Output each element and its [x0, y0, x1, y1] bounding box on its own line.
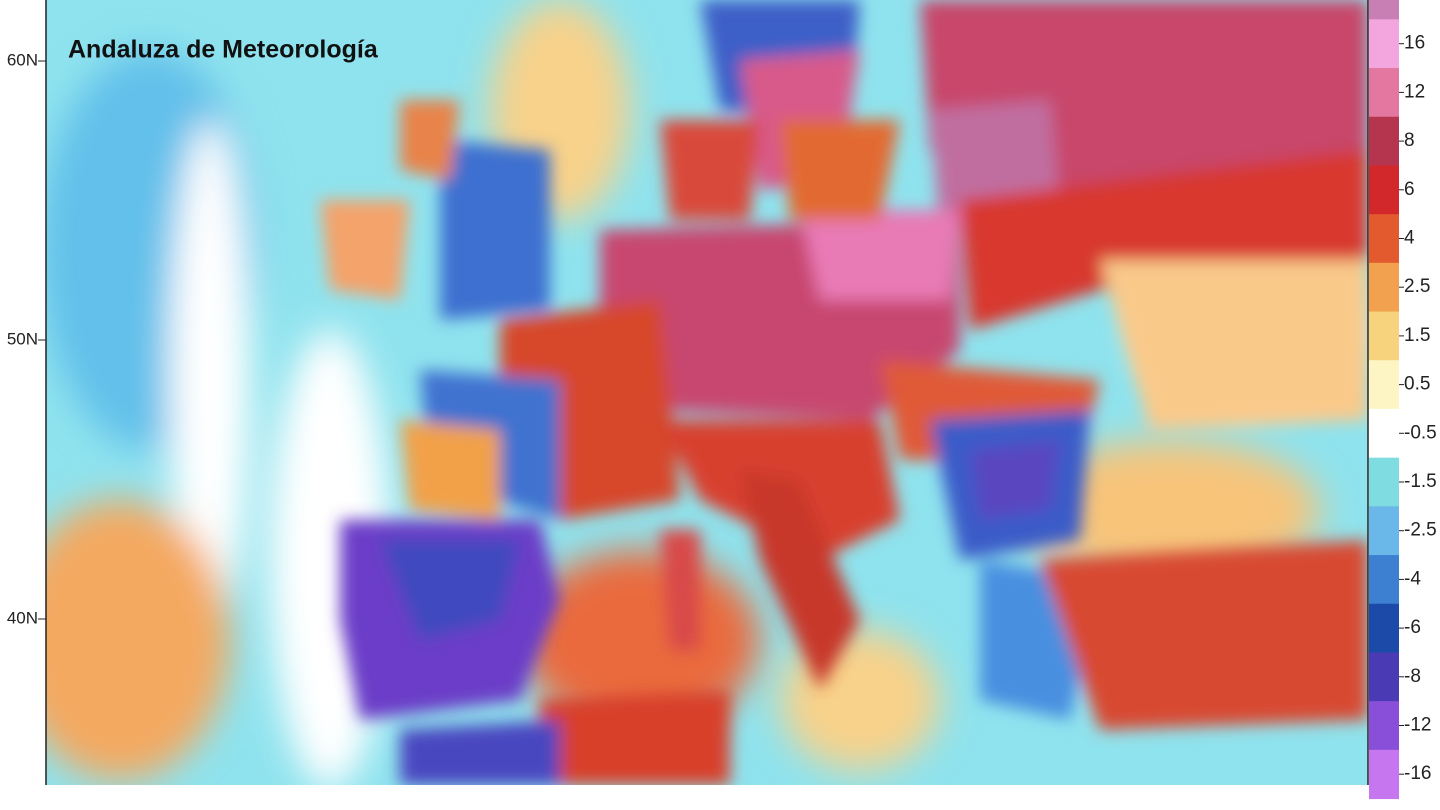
colorbar-swatch: [1369, 214, 1399, 264]
colorbar-label: 20: [1404, 0, 1425, 5]
colorbar-label: -12: [1404, 715, 1431, 736]
colorbar-swatch: [1369, 19, 1399, 69]
colorbar-label: -2.5: [1404, 520, 1437, 541]
colorbar-label: 2.5: [1404, 276, 1430, 297]
latitude-label: 50N: [7, 329, 38, 348]
colorbar-label: 0.5: [1404, 374, 1430, 395]
colorbar-swatch: [1369, 457, 1399, 507]
latitude-label: 60N: [7, 50, 38, 69]
colorbar-label: -16: [1404, 763, 1431, 784]
anomaly-map: [46, 0, 1368, 785]
colorbar-swatch: [1369, 701, 1399, 751]
colorbar-label: -4: [1404, 568, 1421, 589]
colorbar-label: 16: [1404, 33, 1425, 54]
colorbar-swatch: [1369, 408, 1399, 459]
latitude-label: 40N: [7, 608, 38, 627]
colorbar-label: 4: [1404, 228, 1415, 249]
latitude-axis: 60N 50N 40N: [7, 50, 46, 627]
colorbar-swatch: [1369, 555, 1399, 605]
colorbar-swatch: [1369, 311, 1399, 361]
colorbar-swatch: [1369, 506, 1399, 556]
colorbar-swatch: [1369, 749, 1399, 800]
colorbar-swatch: [1369, 165, 1399, 215]
colorbar-label: -0.5: [1404, 422, 1437, 443]
colorbar-label: -6: [1404, 617, 1421, 638]
colorbar-swatch: [1369, 116, 1399, 166]
colorbar-swatch: [1369, 652, 1399, 702]
colorbar-swatch: [1369, 360, 1399, 410]
colorbar-swatch: [1369, 0, 1399, 20]
colorbar-label: 12: [1404, 81, 1425, 102]
colorbar-label: 6: [1404, 179, 1415, 200]
colorbar-label: -1.5: [1404, 471, 1437, 492]
colorbar-swatch: [1369, 68, 1399, 118]
colorbar-label: 1.5: [1404, 325, 1430, 346]
colorbar-label: 8: [1404, 130, 1415, 151]
colorbar-swatch: [1369, 603, 1399, 653]
colorbar-swatch: [1369, 262, 1399, 313]
colorbar: 20 16 12 8 6 4 2.5 1.5 0.5 -0.5 -1.5 -2.5 -4 -6 -8 -12 -…: [1369, 0, 1437, 800]
map-title: Andaluza de Meteorología: [68, 36, 379, 64]
colorbar-label: -8: [1404, 666, 1421, 687]
